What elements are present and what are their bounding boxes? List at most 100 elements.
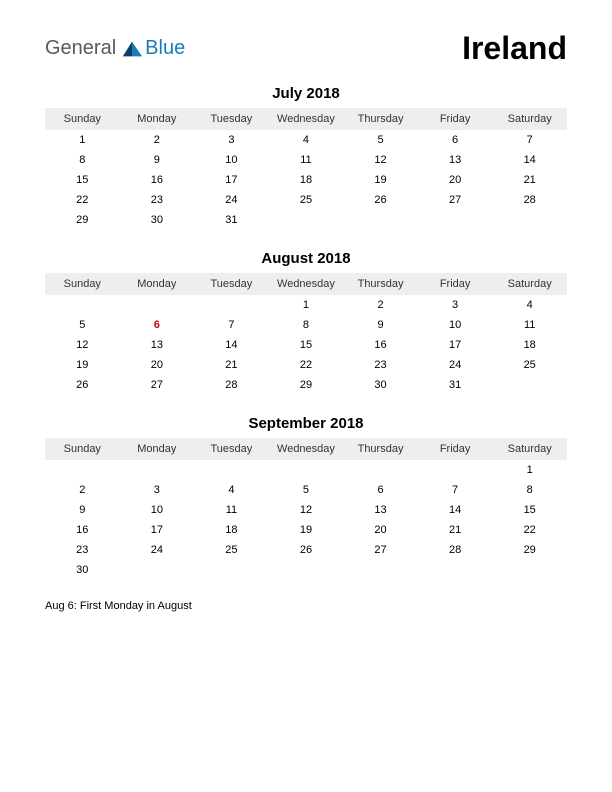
day-cell: 30 xyxy=(343,375,418,395)
day-cell: 5 xyxy=(45,315,120,335)
month-title: September 2018 xyxy=(45,415,567,432)
day-cell: 5 xyxy=(343,130,418,150)
day-cell: 22 xyxy=(492,520,567,540)
empty-cell xyxy=(194,560,269,580)
day-cell: 1 xyxy=(492,460,567,480)
empty-cell xyxy=(343,460,418,480)
empty-cell xyxy=(492,560,567,580)
logo: General Blue xyxy=(45,37,185,60)
logo-text-general: General xyxy=(45,37,116,60)
month-title: August 2018 xyxy=(45,250,567,267)
page-header: General Blue Ireland xyxy=(45,30,567,67)
day-cell: 10 xyxy=(120,500,195,520)
calendar-table: SundayMondayTuesdayWednesdayThursdayFrid… xyxy=(45,108,567,230)
day-cell: 15 xyxy=(269,335,344,355)
day-cell: 17 xyxy=(418,335,493,355)
day-cell: 27 xyxy=(343,540,418,560)
day-cell: 9 xyxy=(343,315,418,335)
day-cell: 28 xyxy=(418,540,493,560)
day-header: Wednesday xyxy=(269,108,344,130)
day-header: Saturday xyxy=(492,273,567,295)
day-header: Thursday xyxy=(343,438,418,460)
day-cell: 28 xyxy=(492,190,567,210)
day-cell: 4 xyxy=(269,130,344,150)
day-cell: 12 xyxy=(343,150,418,170)
day-cell: 24 xyxy=(194,190,269,210)
day-cell: 19 xyxy=(45,355,120,375)
day-cell: 2 xyxy=(343,295,418,315)
day-cell: 13 xyxy=(120,335,195,355)
day-cell: 12 xyxy=(45,335,120,355)
month-title: July 2018 xyxy=(45,85,567,102)
empty-cell xyxy=(418,560,493,580)
day-cell: 4 xyxy=(194,480,269,500)
empty-cell xyxy=(492,210,567,230)
day-cell: 12 xyxy=(269,500,344,520)
day-cell: 23 xyxy=(343,355,418,375)
day-header: Tuesday xyxy=(194,273,269,295)
day-cell: 5 xyxy=(269,480,344,500)
day-cell: 11 xyxy=(194,500,269,520)
day-cell: 6 xyxy=(120,315,195,335)
day-cell: 30 xyxy=(120,210,195,230)
logo-text-blue: Blue xyxy=(145,37,185,60)
empty-cell xyxy=(194,295,269,315)
calendar-table: SundayMondayTuesdayWednesdayThursdayFrid… xyxy=(45,273,567,395)
day-cell: 11 xyxy=(269,150,344,170)
day-cell: 20 xyxy=(418,170,493,190)
day-cell: 1 xyxy=(269,295,344,315)
day-cell: 28 xyxy=(194,375,269,395)
logo-mark-icon xyxy=(121,38,143,60)
day-cell: 25 xyxy=(194,540,269,560)
empty-cell xyxy=(269,210,344,230)
day-header: Sunday xyxy=(45,273,120,295)
day-cell: 29 xyxy=(269,375,344,395)
day-cell: 23 xyxy=(45,540,120,560)
day-cell: 11 xyxy=(492,315,567,335)
empty-cell xyxy=(120,295,195,315)
day-cell: 17 xyxy=(120,520,195,540)
day-cell: 23 xyxy=(120,190,195,210)
day-cell: 20 xyxy=(120,355,195,375)
day-cell: 10 xyxy=(418,315,493,335)
empty-cell xyxy=(343,560,418,580)
day-cell: 27 xyxy=(418,190,493,210)
day-cell: 16 xyxy=(120,170,195,190)
empty-cell xyxy=(269,460,344,480)
day-cell: 3 xyxy=(194,130,269,150)
day-cell: 24 xyxy=(418,355,493,375)
day-cell: 31 xyxy=(418,375,493,395)
day-header: Sunday xyxy=(45,108,120,130)
day-cell: 9 xyxy=(120,150,195,170)
day-cell: 4 xyxy=(492,295,567,315)
empty-cell xyxy=(120,460,195,480)
day-cell: 7 xyxy=(194,315,269,335)
day-cell: 19 xyxy=(269,520,344,540)
day-header: Tuesday xyxy=(194,438,269,460)
day-cell: 1 xyxy=(45,130,120,150)
empty-cell xyxy=(418,210,493,230)
empty-cell xyxy=(45,295,120,315)
day-cell: 27 xyxy=(120,375,195,395)
day-cell: 13 xyxy=(418,150,493,170)
day-cell: 31 xyxy=(194,210,269,230)
day-cell: 7 xyxy=(418,480,493,500)
day-cell: 18 xyxy=(269,170,344,190)
day-header: Friday xyxy=(418,438,493,460)
day-cell: 21 xyxy=(492,170,567,190)
day-cell: 16 xyxy=(45,520,120,540)
day-cell: 8 xyxy=(492,480,567,500)
empty-cell xyxy=(194,460,269,480)
day-cell: 8 xyxy=(45,150,120,170)
day-header: Monday xyxy=(120,273,195,295)
day-cell: 3 xyxy=(120,480,195,500)
day-cell: 14 xyxy=(194,335,269,355)
months-container: July 2018SundayMondayTuesdayWednesdayThu… xyxy=(45,85,567,580)
day-cell: 17 xyxy=(194,170,269,190)
day-header: Saturday xyxy=(492,108,567,130)
day-cell: 22 xyxy=(45,190,120,210)
empty-cell xyxy=(269,560,344,580)
day-cell: 30 xyxy=(45,560,120,580)
day-header: Saturday xyxy=(492,438,567,460)
day-header: Monday xyxy=(120,438,195,460)
